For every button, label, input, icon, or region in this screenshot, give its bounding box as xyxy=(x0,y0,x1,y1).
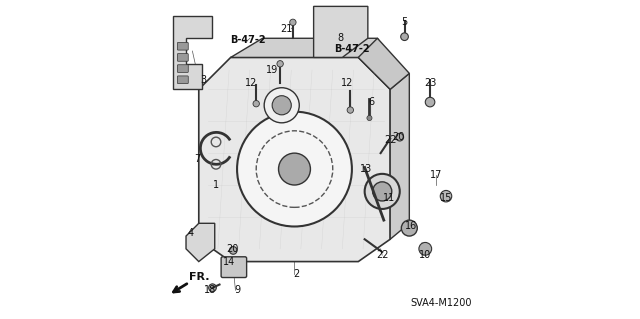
Text: 13: 13 xyxy=(360,164,372,174)
Text: 1: 1 xyxy=(213,180,220,190)
Circle shape xyxy=(401,220,417,236)
Circle shape xyxy=(277,61,284,67)
Circle shape xyxy=(372,182,392,201)
Text: 2: 2 xyxy=(293,269,300,279)
Text: 3: 3 xyxy=(200,75,207,85)
Text: 14: 14 xyxy=(223,256,236,267)
Text: 23: 23 xyxy=(424,78,436,88)
Text: B-47-2: B-47-2 xyxy=(334,44,370,55)
Circle shape xyxy=(367,115,372,121)
FancyBboxPatch shape xyxy=(177,65,188,72)
Text: 19: 19 xyxy=(266,65,278,75)
Text: 9: 9 xyxy=(234,285,240,295)
Circle shape xyxy=(419,242,431,255)
Circle shape xyxy=(237,112,352,226)
Circle shape xyxy=(440,190,452,202)
Text: 21: 21 xyxy=(280,24,292,34)
Text: 10: 10 xyxy=(419,250,431,260)
Text: 8: 8 xyxy=(338,33,344,43)
Polygon shape xyxy=(199,57,390,262)
Text: 11: 11 xyxy=(383,193,395,203)
Text: 20: 20 xyxy=(392,132,404,142)
Circle shape xyxy=(290,19,296,26)
Polygon shape xyxy=(230,38,390,57)
Circle shape xyxy=(365,174,400,209)
Circle shape xyxy=(264,88,300,123)
Text: 5: 5 xyxy=(401,17,408,27)
Polygon shape xyxy=(314,6,368,57)
Text: 12: 12 xyxy=(341,78,353,88)
Text: 6: 6 xyxy=(368,97,374,107)
Text: 15: 15 xyxy=(440,193,452,203)
Circle shape xyxy=(347,107,353,113)
Circle shape xyxy=(272,96,291,115)
Polygon shape xyxy=(358,38,410,89)
Circle shape xyxy=(278,153,310,185)
Circle shape xyxy=(425,97,435,107)
Polygon shape xyxy=(390,73,410,239)
Circle shape xyxy=(253,100,259,107)
Text: 17: 17 xyxy=(430,170,443,181)
Text: B-47-2: B-47-2 xyxy=(230,35,266,45)
Text: SVA4-M1200: SVA4-M1200 xyxy=(410,298,472,308)
Text: 7: 7 xyxy=(194,154,200,165)
Text: 22: 22 xyxy=(384,135,396,145)
Text: 18: 18 xyxy=(204,285,216,295)
FancyBboxPatch shape xyxy=(177,42,188,50)
FancyBboxPatch shape xyxy=(177,54,188,61)
Polygon shape xyxy=(173,16,212,89)
Text: 16: 16 xyxy=(404,221,417,232)
Circle shape xyxy=(209,284,216,292)
Polygon shape xyxy=(186,223,215,262)
Circle shape xyxy=(396,133,404,141)
Circle shape xyxy=(229,247,237,254)
Text: 4: 4 xyxy=(188,228,194,238)
Text: 22: 22 xyxy=(376,250,388,260)
Text: 12: 12 xyxy=(245,78,258,88)
Text: 20: 20 xyxy=(226,244,239,254)
FancyBboxPatch shape xyxy=(221,257,246,278)
Circle shape xyxy=(401,33,408,41)
Text: FR.: FR. xyxy=(189,272,210,282)
FancyBboxPatch shape xyxy=(177,76,188,84)
